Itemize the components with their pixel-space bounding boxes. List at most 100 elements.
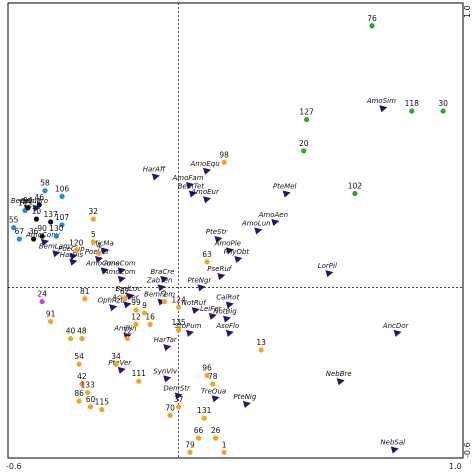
species-label-21: PhyObt [224,248,250,256]
species-label-2: AmoEqu [189,160,220,168]
site-label-49: 16 [145,312,155,321]
site-label-29: 48 [77,327,87,336]
species-label-33: LeiFer [200,305,222,313]
species-label-27: BadLoc [115,285,141,293]
species-marker-7 [271,218,280,226]
species-label-4: PteMel [273,183,297,191]
site-point-16 [33,216,40,222]
species-label-26: PteNgr [187,276,212,284]
species-label-3: BemTet [178,183,205,191]
site-point-22 [73,247,79,254]
site-point-8 [59,193,65,199]
site-label-1: 118 [405,99,420,108]
site-point-7 [42,188,48,194]
site-point-39 [167,412,173,418]
site-point-33 [76,398,82,404]
tick-label-y-top: 1.0 [463,5,472,18]
species-marker-31 [191,307,200,315]
species-label-38: AncDor [382,322,410,330]
site-point-43 [187,449,193,455]
site-point-32 [85,389,91,396]
species-label-47: AmoCom [103,268,136,276]
site-point-38 [176,404,182,410]
plot-frame [7,2,464,459]
tick-label-x-left: -0.6 [6,462,22,471]
site-label-53: 99 [131,298,141,307]
species-label-18: AmoCons [85,259,119,267]
species-marker-33 [208,312,217,320]
site-label-52: 124 [171,295,186,304]
site-point-6 [221,159,227,165]
species-marker-16 [100,247,109,255]
site-label-56: 2 [162,290,167,299]
species-marker-46 [390,446,399,454]
species-marker-14 [69,258,78,266]
site-label-33: 86 [74,389,84,398]
site-point-52 [176,304,182,310]
species-marker-0 [379,105,388,113]
site-point-5 [352,190,358,197]
site-point-27 [48,318,54,325]
site-point-17 [48,219,54,225]
species-label-23: BraCre [150,268,174,276]
species-label-31: NotRuf [182,299,208,307]
species-label-41: SynViv [153,367,178,375]
species-marker-17 [117,267,126,275]
site-point-34 [87,404,94,410]
site-label-36: 34 [111,352,121,361]
species-label-16: MicMa [92,239,114,247]
site-point-20 [16,236,22,242]
species-label-42: DemStr [163,384,191,392]
site-point-47 [258,347,264,353]
site-point-37 [136,378,142,384]
site-point-55 [176,327,182,333]
site-label-51: 62 [120,287,130,296]
site-label-19: 36 [29,227,39,236]
species-marker-21 [234,255,243,263]
species-marker-18 [100,267,109,275]
site-label-43: 79 [185,440,195,449]
species-label-12: BemLam [39,242,70,250]
species-marker-38 [393,329,402,337]
site-label-13: 32 [89,207,99,216]
site-label-38: 37 [174,395,184,404]
species-marker-15 [95,255,103,263]
species-label-0: AmoSim [366,97,396,105]
species-label-35: StoPum [175,322,202,330]
species-marker-42 [174,392,183,400]
site-label-46: 78 [208,372,218,381]
species-label-37: AniBin [113,325,136,333]
site-point-26 [82,296,88,302]
site-label-6: 98 [219,150,229,159]
species-label-28: BemFem [144,291,175,299]
site-point-46 [210,381,216,387]
site-label-41: 131 [197,406,212,415]
site-point-31 [79,381,85,387]
site-label-24: 4 [97,241,102,250]
species-label-44: PteNig [233,393,256,401]
site-point-25 [204,259,210,265]
species-marker-43 [211,395,220,403]
site-label-0: 76 [367,14,377,23]
site-label-42: 26 [211,426,221,435]
site-label-34: 60 [86,395,96,404]
species-label-7: AmoAen [258,211,288,219]
species-marker-47 [117,275,126,283]
species-marker-5 [186,182,194,189]
site-label-21: 24 [37,290,47,299]
site-point-36 [113,361,119,367]
site-point-29 [79,335,85,342]
species-marker-13 [69,253,78,261]
species-label-22: PseRuf [207,265,232,273]
site-point-24 [96,250,102,256]
site-point-48 [133,321,139,327]
species-marker-41 [163,375,172,383]
site-label-37: 111 [132,369,147,378]
species-label-40: PteVer [108,359,132,367]
species-marker-23 [160,275,169,283]
species-marker-3 [188,190,197,198]
site-point-2 [440,108,446,114]
species-marker-39 [163,344,172,352]
site-point-41 [201,415,207,421]
